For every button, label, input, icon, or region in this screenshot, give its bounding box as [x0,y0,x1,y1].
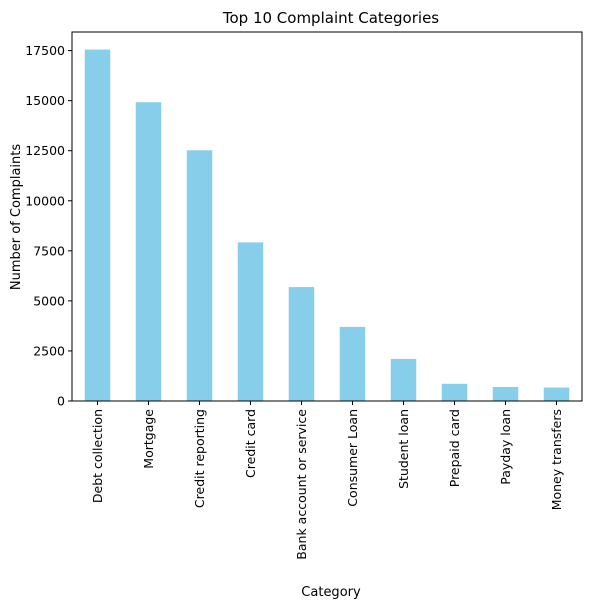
x-tick-label: Student loan [396,409,411,489]
bar [186,150,213,401]
y-tick-label: 0 [57,394,65,409]
y-axis: 0 2500 5000 7500 10000 12500 15000 17500 [25,43,72,409]
x-tick-label: Payday loan [498,409,513,485]
x-tick-label: Bank account or service [294,409,309,560]
y-tick-label: 17500 [25,43,65,58]
y-tick-label: 5000 [33,293,65,308]
bar [339,326,366,401]
x-tick-label: Credit reporting [192,409,207,508]
x-tick-label: Money transfers [549,409,564,510]
bar [390,358,417,401]
bar [288,287,315,401]
y-tick-label: 7500 [33,243,65,258]
y-tick-label: 12500 [25,143,65,158]
x-tick-label: Debt collection [90,409,105,503]
bar [135,102,162,401]
plot-frame [71,31,583,402]
x-tick-label: Prepaid card [447,409,462,487]
y-tick-label: 10000 [25,193,65,208]
bar [237,242,264,401]
x-tick-label: Consumer Loan [345,409,360,507]
y-axis-label: Number of Complaints [9,144,24,290]
x-axis: Debt collection Mortgage Credit reporting C… [90,401,564,560]
bar [492,386,519,401]
chart-title: Top 10 Complaint Categories [222,9,439,27]
x-tick-label: Credit card [243,409,258,478]
y-tick-label: 15000 [25,93,65,108]
bar [441,383,468,401]
y-tick-label: 2500 [33,343,65,358]
bars-group [84,49,570,401]
bar [84,49,111,401]
x-axis-label: Category [301,585,361,600]
x-tick-label: Mortgage [141,409,156,469]
bar [543,387,570,401]
